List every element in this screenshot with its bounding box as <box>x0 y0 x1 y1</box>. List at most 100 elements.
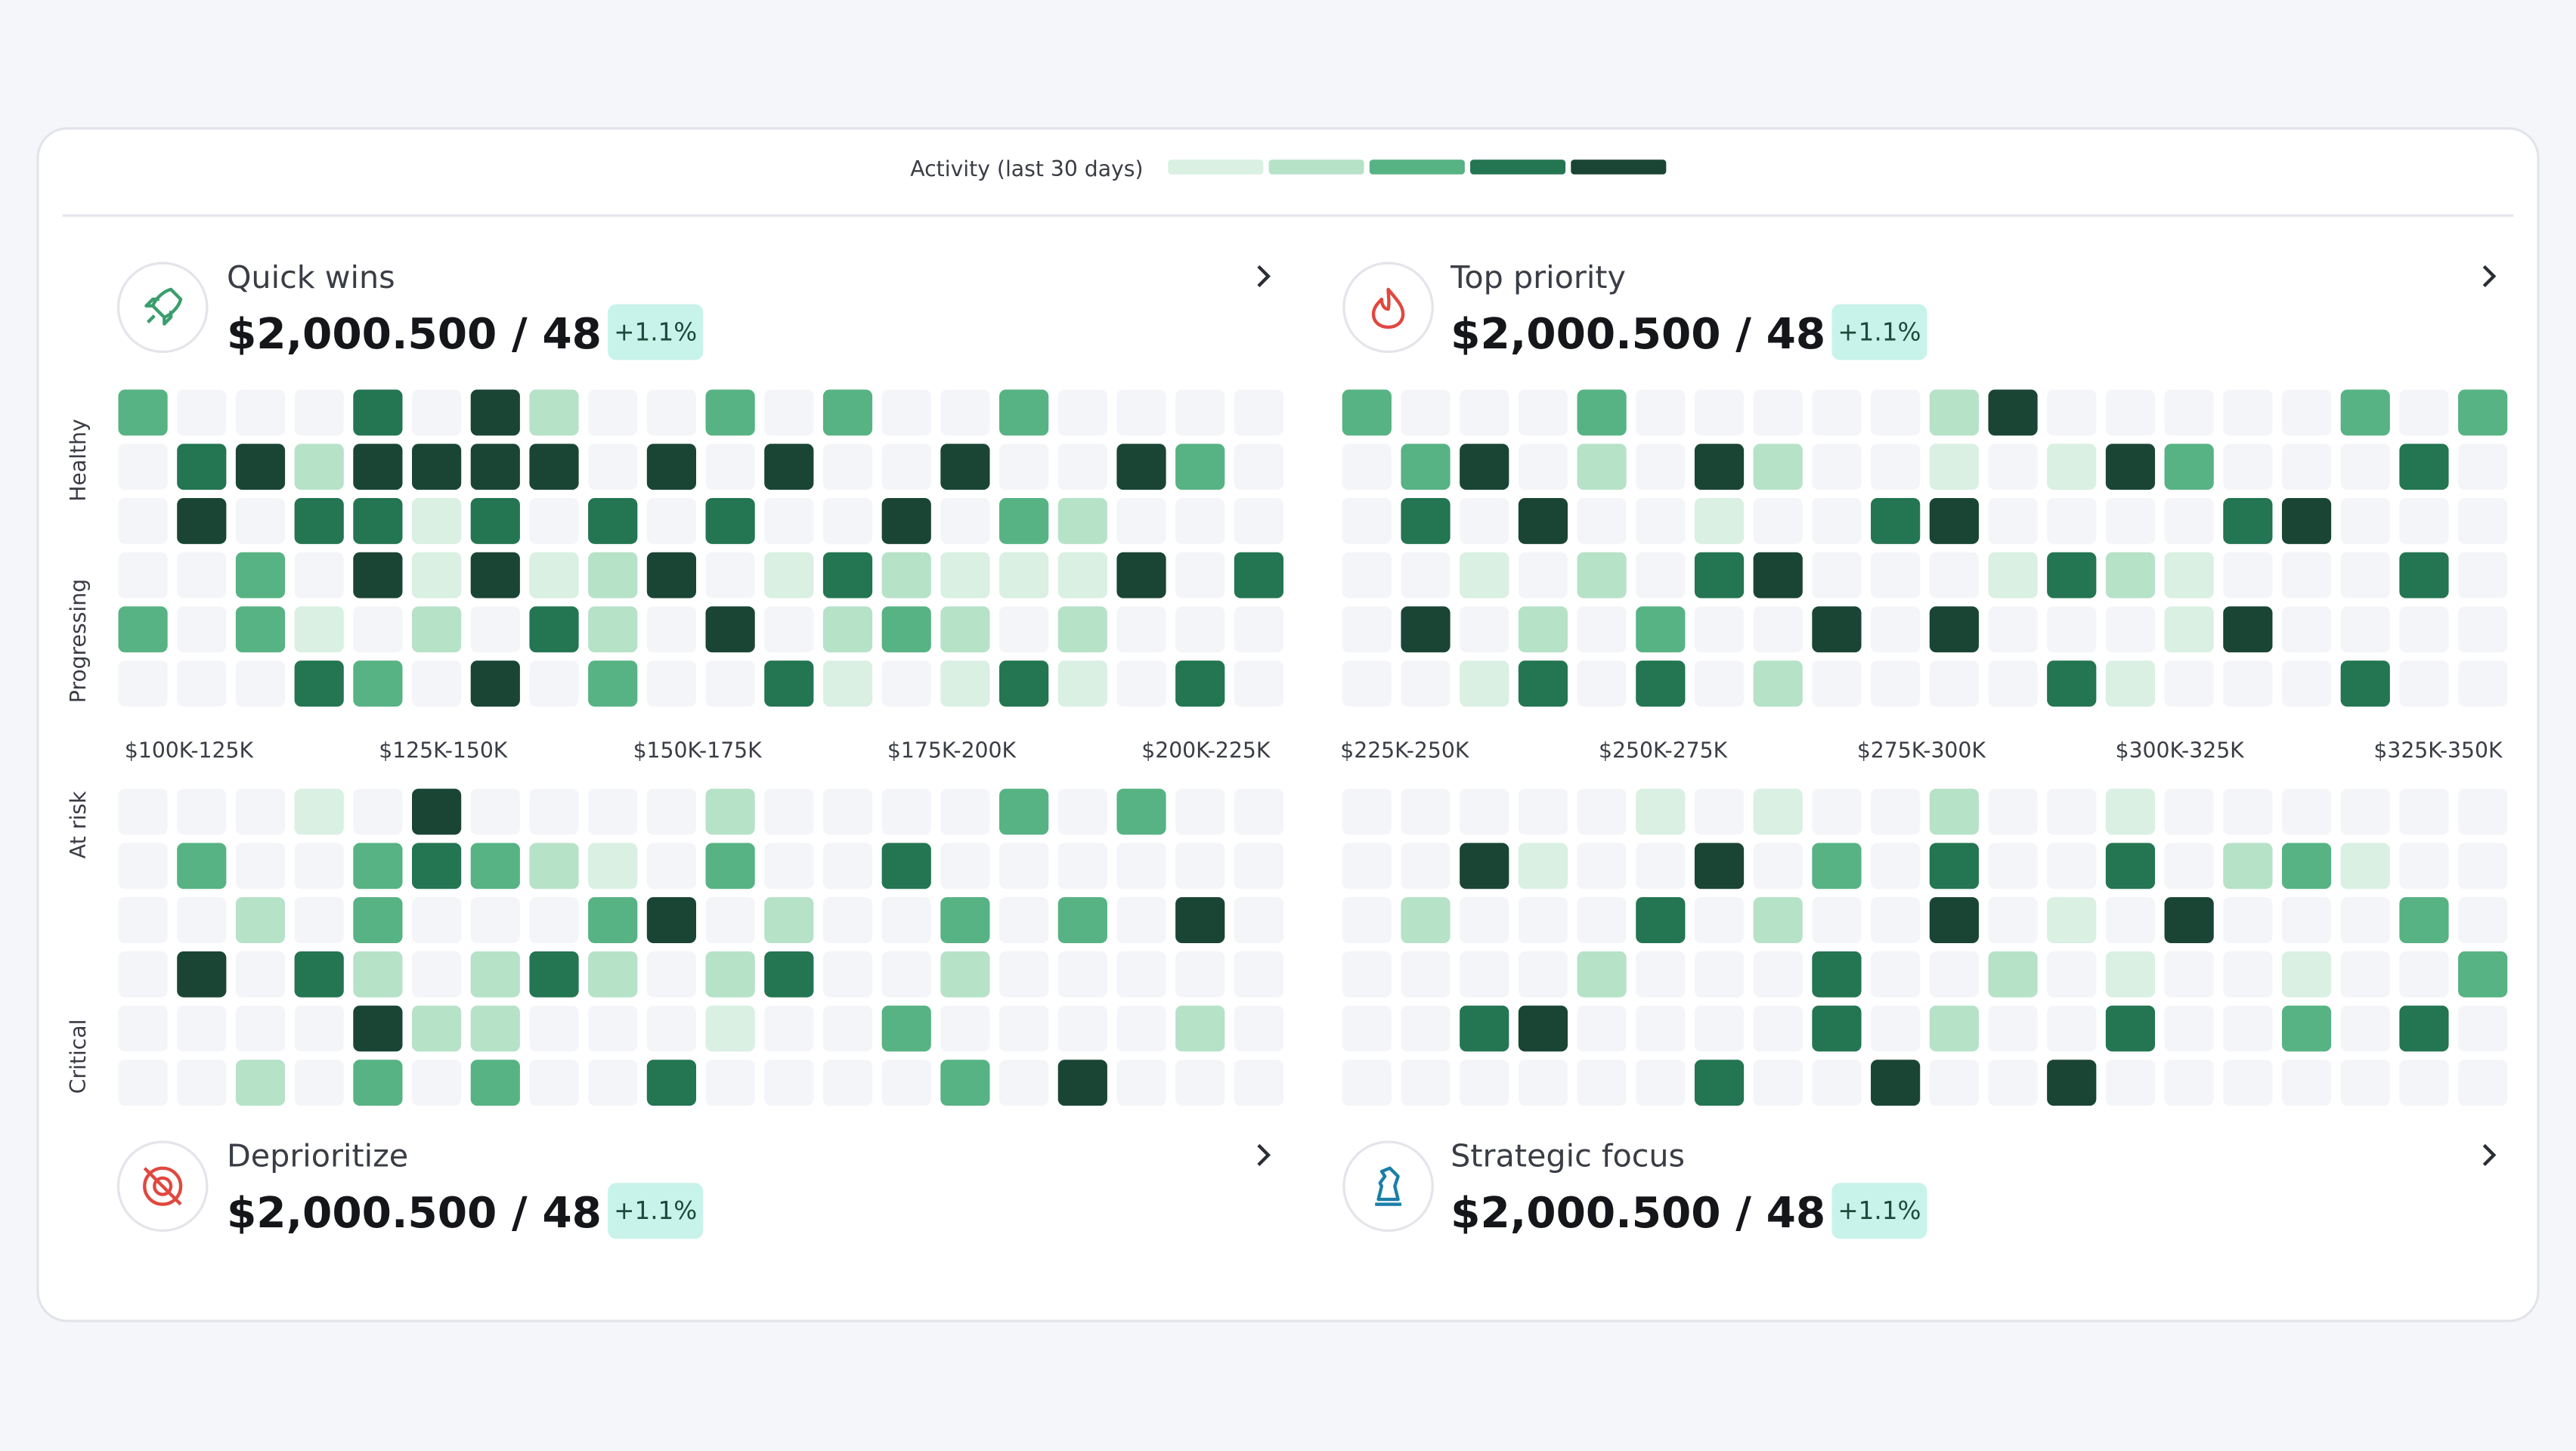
heat-cell <box>705 497 755 544</box>
column-label: $325K-350K <box>2373 738 2503 763</box>
heat-cell <box>1175 661 1225 707</box>
heat-cell <box>588 444 638 490</box>
heat-cell <box>1342 552 1392 599</box>
heat-cell <box>1577 552 1627 599</box>
heat-cell <box>764 606 814 653</box>
heat-cell <box>764 444 814 490</box>
heat-cell <box>1812 1060 1862 1106</box>
heat-cell <box>2164 1005 2214 1052</box>
heat-cell <box>1871 497 1921 544</box>
heat-cell <box>2340 788 2390 835</box>
quadrant-title: Quick wins <box>227 259 395 295</box>
heat-cell <box>1175 1005 1225 1052</box>
chevron[interactable] <box>2482 265 2497 288</box>
target-icon <box>143 1166 183 1206</box>
heat-cell <box>764 1060 814 1106</box>
heat-cell <box>2281 661 2332 707</box>
quadrant-header[interactable]: Strategic focus $2,000.500 / 48 +1.1% <box>1342 1138 2497 1239</box>
heat-cell <box>764 897 814 943</box>
heat-cell <box>1518 497 1568 544</box>
chevron[interactable] <box>2482 1143 2497 1166</box>
heat-cell <box>646 389 697 436</box>
heat-cell <box>1116 661 1166 707</box>
heat-cell <box>2047 552 2097 599</box>
change-text: +1.1% <box>1838 317 1921 346</box>
heat-cell <box>411 788 462 835</box>
heat-cell <box>1871 951 1921 998</box>
heat-cell <box>764 552 814 599</box>
quadrant-header[interactable]: Quick wins $2,000.500 / 48 +1.1% <box>116 259 1271 360</box>
heat-cell <box>588 552 638 599</box>
row-label: Progressing <box>66 579 91 703</box>
chevron[interactable] <box>1257 265 1271 288</box>
change-text: +1.1% <box>1838 1196 1921 1225</box>
quadrant-header[interactable]: Top priority $2,000.500 / 48 +1.1% <box>1342 259 2497 360</box>
heat-cell <box>705 606 755 653</box>
heat-cell <box>470 552 520 599</box>
heat-cell <box>1812 897 1862 943</box>
change-badge <box>608 304 704 360</box>
heat-cell <box>2047 444 2097 490</box>
heat-cell <box>1988 897 2038 943</box>
heat-cell <box>2164 389 2214 436</box>
heat-cell <box>2047 497 2097 544</box>
heat-cell <box>411 606 462 653</box>
heat-cell <box>1753 897 1803 943</box>
heat-cell <box>822 661 873 707</box>
heat-cell <box>118 444 168 490</box>
heat-cell <box>588 389 638 436</box>
heat-cell <box>470 606 520 653</box>
heat-cell <box>529 661 579 707</box>
heat-cell <box>2458 951 2508 998</box>
heat-cell <box>294 1005 344 1052</box>
heat-cell <box>2164 951 2214 998</box>
heat-cell <box>235 1060 286 1106</box>
heat-cell <box>1812 389 1862 436</box>
heat-cell <box>470 1005 520 1052</box>
quadrant-header[interactable]: Deprioritize $2,000.500 / 48 +1.1% <box>116 1138 1271 1239</box>
heat-cell <box>1518 1060 1568 1106</box>
heat-cell <box>1694 606 1745 653</box>
heat-cell <box>1460 843 1509 889</box>
heat-cell <box>1518 951 1568 998</box>
heat-cell <box>1401 661 1451 707</box>
heat-cell <box>2340 897 2390 943</box>
heat-cell <box>940 606 990 653</box>
heat-cell <box>588 661 638 707</box>
heat-cell <box>235 897 286 943</box>
heat-cell <box>1636 661 1686 707</box>
heat-cell <box>411 552 462 599</box>
heat-cell <box>588 897 638 943</box>
heat-cell <box>1636 497 1686 544</box>
heat-cell <box>2458 788 2508 835</box>
heat-cell <box>2223 497 2273 544</box>
heat-cell <box>1057 661 1107 707</box>
heat-cell <box>2340 552 2390 599</box>
heat-cell <box>118 951 168 998</box>
heat-cell <box>235 1005 286 1052</box>
heat-cell <box>1175 1060 1225 1106</box>
heat-cell <box>999 606 1049 653</box>
heat-cell <box>2458 389 2508 436</box>
heat-cell <box>2458 552 2508 599</box>
heat-cell <box>2164 606 2214 653</box>
heat-cell <box>1234 552 1284 599</box>
heat-cell <box>646 951 697 998</box>
icon-circle <box>1342 1140 1434 1232</box>
heat-cell <box>705 444 755 490</box>
change-text: +1.1% <box>614 317 697 346</box>
heat-cell <box>118 497 168 544</box>
chevron[interactable] <box>1257 1143 1271 1166</box>
heat-cell <box>1175 897 1225 943</box>
strike <box>143 1167 182 1206</box>
heat-cell <box>353 661 403 707</box>
heat-cell <box>118 606 168 653</box>
heat-cell <box>1694 661 1745 707</box>
heat-cell <box>1401 1060 1451 1106</box>
heat-cell <box>177 444 227 490</box>
heat-cell <box>1175 788 1225 835</box>
heat-cell <box>470 497 520 544</box>
heat-cell <box>1694 897 1745 943</box>
column-label: $125K-150K <box>379 738 509 763</box>
heat-cell <box>2047 606 2097 653</box>
